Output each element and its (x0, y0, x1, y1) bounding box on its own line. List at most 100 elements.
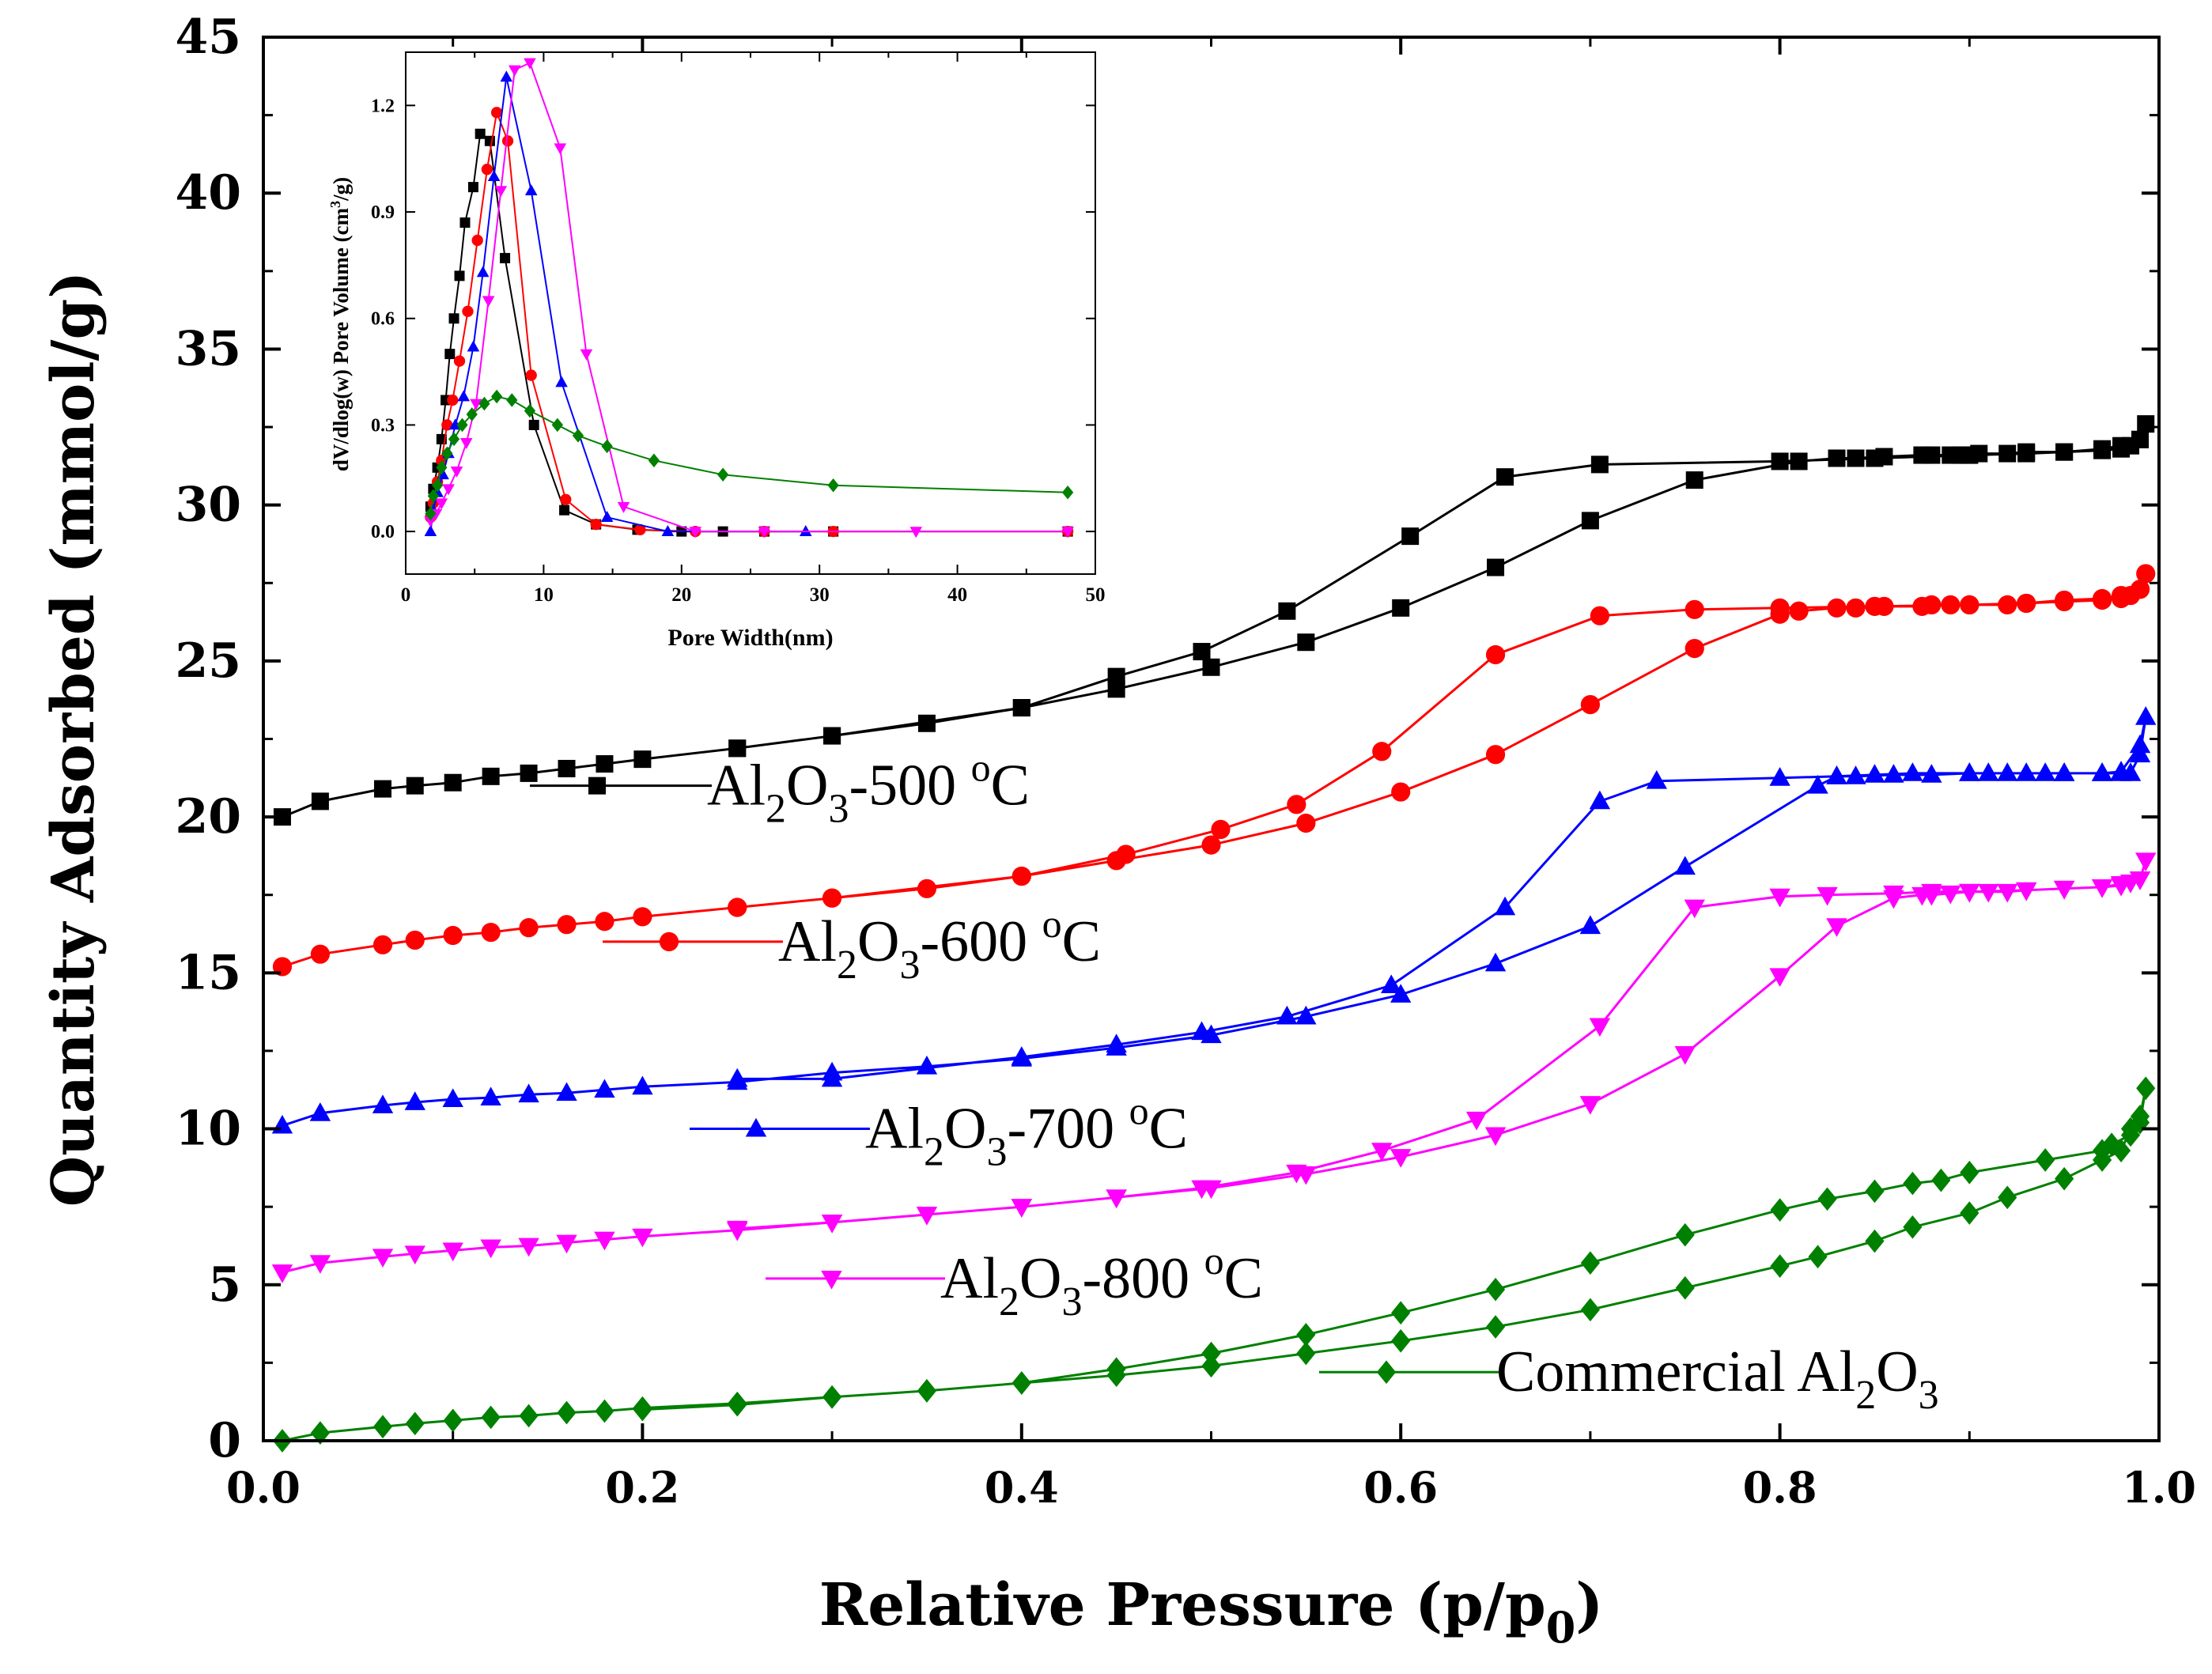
x-tick-label: 1.0 (2122, 1462, 2196, 1513)
data-point (1789, 601, 1809, 621)
data-point (372, 1415, 393, 1439)
data-point (556, 1082, 577, 1102)
x-axis-title-sub: 0 (1546, 1602, 1576, 1653)
legend-superscript: o (1204, 1238, 1224, 1283)
inset-data-point (490, 389, 503, 404)
data-point (633, 1397, 652, 1422)
data-point (1580, 1251, 1600, 1275)
data-point (1106, 1189, 1127, 1209)
inset-data-point (456, 418, 468, 433)
legend-text: C (1062, 909, 1101, 974)
inset-data-point (450, 466, 463, 478)
data-point (309, 1102, 331, 1121)
data-point (2131, 430, 2150, 448)
inset-data-point (758, 527, 771, 538)
data-point (520, 764, 538, 782)
legend-label: Commercial Al2O3 (1496, 1340, 1939, 1418)
data-point (633, 907, 652, 927)
inset-data-point (827, 478, 839, 493)
data-point (1769, 968, 1790, 988)
data-point (2053, 880, 2075, 900)
data-point (2016, 882, 2037, 901)
inset-y-axis-title-text: dV/dlog(w) Pore Volume (cm (329, 207, 353, 471)
data-point (1485, 644, 1506, 665)
data-point (727, 1220, 748, 1240)
inset-data-point (648, 453, 660, 468)
data-point (1201, 1341, 1221, 1366)
data-point (1494, 896, 1516, 916)
inset-data-point (471, 234, 483, 247)
inset-data-point (476, 266, 490, 278)
x-tick-label: 0.4 (985, 1462, 1059, 1513)
data-point (480, 1086, 501, 1106)
data-point (728, 1392, 747, 1417)
legend-subscript: 2 (999, 1279, 1019, 1324)
data-point (404, 1091, 425, 1110)
data-point (1826, 918, 1847, 937)
data-point (1941, 595, 1961, 614)
data-point (2135, 706, 2157, 725)
inset-data-point (689, 527, 702, 538)
inset-data-point (601, 439, 613, 454)
data-point (406, 777, 424, 795)
inset-data-point (459, 438, 473, 450)
legend-marker (745, 1117, 767, 1137)
inset-x-tick-label: 30 (810, 584, 830, 606)
data-point (444, 773, 462, 792)
inset-data-point (500, 252, 511, 263)
data-point (595, 912, 614, 931)
data-point (372, 935, 393, 954)
data-point (917, 1379, 937, 1403)
legend-text: C (1224, 1246, 1263, 1311)
data-point (2092, 1139, 2112, 1163)
data-point (1960, 595, 1979, 614)
data-point (1827, 598, 1847, 618)
inset-data-point (799, 524, 812, 536)
inset-data-point (482, 296, 495, 308)
data-point (1012, 699, 1030, 717)
legend-item-commercial-al2o3: Commercial Al2O3 (1319, 1340, 1939, 1418)
data-point (1589, 790, 1611, 810)
legend-text: O (857, 909, 899, 974)
data-point (823, 727, 841, 745)
legend-subscript: 3 (899, 943, 920, 988)
inset-data-point (441, 419, 453, 431)
legend-text: Commercial Al (1496, 1340, 1855, 1404)
legend-text: C (991, 754, 1030, 818)
legend-text: O (786, 754, 828, 818)
data-point (372, 1249, 394, 1268)
data-point (1960, 1201, 1979, 1225)
legend-label: Al2O3-600 oC (778, 901, 1101, 988)
data-point (1847, 449, 1865, 467)
data-point (1401, 527, 1420, 546)
data-point (442, 1088, 463, 1107)
data-point (1211, 819, 1231, 839)
data-point (309, 1255, 331, 1274)
inset-data-point (467, 182, 478, 193)
legend-marker (1376, 1360, 1397, 1385)
inset-data-point (481, 164, 493, 176)
data-point (404, 1245, 425, 1265)
data-point (1675, 1222, 1695, 1247)
data-point (1922, 595, 1942, 614)
series-al2o3-800-oc (271, 852, 2157, 1283)
data-point (727, 1068, 748, 1087)
x-axis-title: Relative Pressure (p/p0) (819, 1571, 1604, 1653)
data-point (1845, 765, 1866, 784)
y-tick-label: 45 (176, 9, 242, 65)
inset-data-point (436, 460, 448, 475)
inset-y-axis-title-end: /g) (329, 177, 353, 202)
data-point (2135, 852, 2157, 872)
data-point (558, 759, 576, 777)
data-point (1011, 1046, 1032, 1065)
data-point (2129, 871, 2151, 890)
inset-data-point (466, 407, 478, 421)
data-point (1201, 1354, 1221, 1378)
inset-data-point (555, 376, 568, 387)
inset-chart: 0.0 0.3 0.6 0.9 1.2 0 10 20 30 40 50 Pore Width(nm)… (327, 51, 1106, 651)
data-point (2036, 1148, 2055, 1172)
data-point (1769, 767, 1790, 786)
x-axis-title-text: Relative Pressure (p/p (819, 1571, 1546, 1639)
